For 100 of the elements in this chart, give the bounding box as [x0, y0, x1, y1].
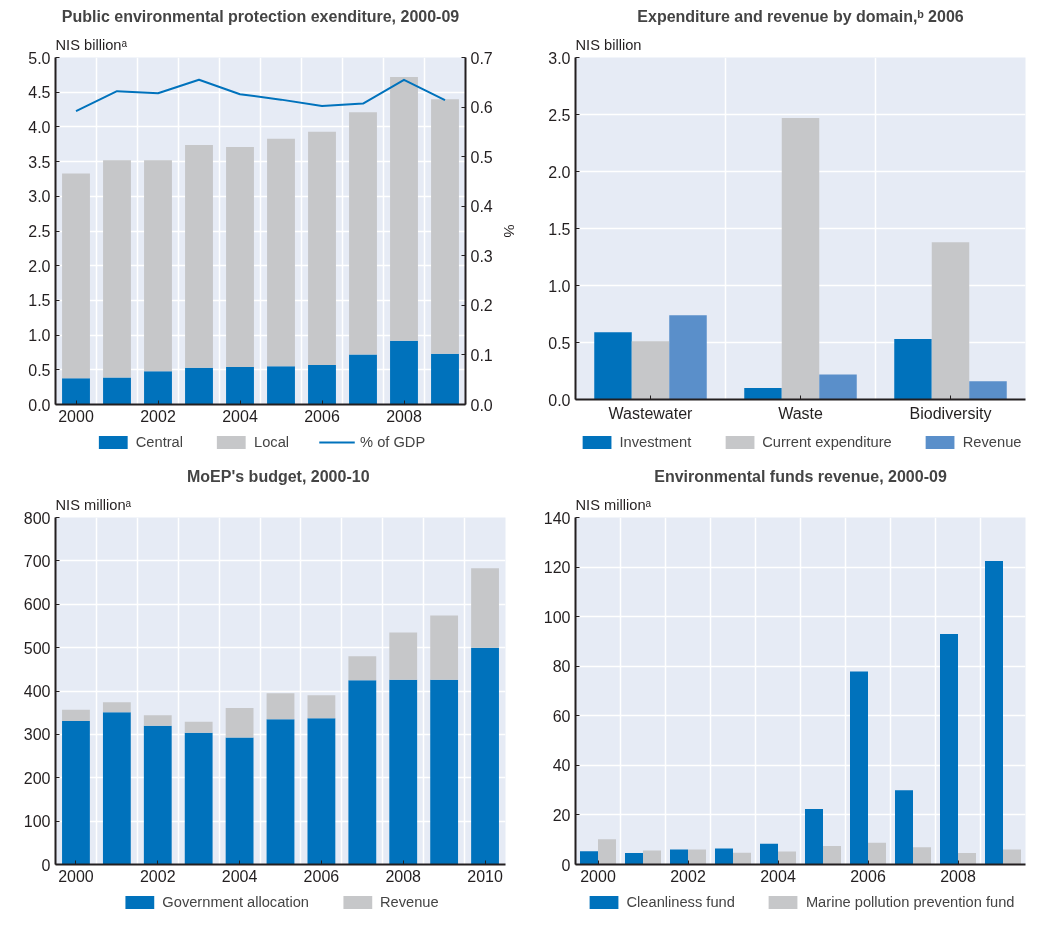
y-axis-title: NIS millionᵃ — [575, 496, 652, 513]
x-tick-label: 2004 — [221, 867, 258, 885]
bar — [184, 721, 213, 733]
y-tick-label: 3.5 — [28, 153, 51, 171]
bar — [868, 842, 886, 865]
bar — [308, 131, 336, 365]
bar — [431, 353, 459, 405]
x-tick-label: 2002 — [670, 867, 706, 885]
line-series — [75, 78, 446, 113]
bar — [823, 845, 841, 865]
bar — [598, 839, 616, 865]
y-tick-label: 0.5 — [28, 361, 51, 379]
legend-label: Marine pollution prevention fund — [805, 894, 1015, 910]
bar — [1003, 849, 1021, 865]
bar — [969, 381, 1007, 400]
y2-tick-label: 0.7 — [470, 49, 493, 67]
bar — [594, 332, 632, 400]
bar — [913, 847, 931, 865]
y-tick-label: 400 — [23, 683, 51, 700]
bar — [940, 633, 958, 865]
y-tick-label: 80 — [552, 658, 571, 676]
chart-title: Environmental funds revenue, 2000-09 — [654, 467, 947, 485]
bar — [267, 138, 295, 367]
bar — [430, 615, 459, 680]
y2-tick-label: 0.3 — [470, 247, 493, 265]
bar — [471, 647, 499, 865]
bar — [226, 147, 254, 368]
y-tick-label: 1.5 — [28, 292, 51, 310]
bar — [431, 99, 459, 354]
bar — [958, 853, 976, 865]
y2-tick-label: 0.4 — [470, 198, 493, 216]
y-tick-label: 0 — [41, 856, 51, 874]
bar — [631, 341, 670, 400]
y2-tick-label: 0.5 — [470, 148, 493, 166]
bar — [760, 843, 778, 865]
y-tick-label: 600 — [23, 596, 51, 614]
bar — [430, 679, 459, 865]
x-tick-label: Waste — [778, 404, 823, 422]
bar — [744, 388, 782, 400]
chart-title: Expenditure and revenue by domain,ᵇ 2006 — [637, 7, 964, 25]
y-tick-label: 20 — [552, 806, 571, 824]
legend-label: Revenue — [379, 894, 439, 910]
y-tick-label: 3.0 — [548, 49, 571, 67]
bar — [62, 720, 90, 865]
x-tick-label: 2008 — [385, 867, 422, 885]
x-tick-label: 2006 — [304, 407, 340, 425]
x-tick-label: 2008 — [940, 867, 976, 885]
bar — [580, 851, 598, 865]
x-tick-label: 2002 — [139, 867, 176, 885]
y-axis-title: NIS billion — [575, 36, 642, 53]
bar — [349, 112, 377, 355]
bar — [266, 719, 295, 865]
x-tick-label: 2006 — [303, 867, 340, 885]
x-tick-label: 2002 — [140, 407, 176, 425]
bar — [643, 850, 661, 865]
x-tick-label: Wastewater — [608, 404, 694, 422]
bar — [62, 173, 90, 379]
x-tick-label: 2008 — [386, 407, 422, 425]
legend-label: Local — [254, 434, 290, 450]
x-tick-label: 2004 — [760, 867, 796, 885]
legend-label: Revenue — [962, 434, 1022, 450]
bar — [144, 160, 172, 372]
y-tick-label: 1.5 — [548, 220, 571, 238]
bar — [985, 561, 1003, 865]
bar — [778, 851, 796, 865]
y-tick-label: 4.0 — [28, 118, 51, 136]
chart-title: Public environmental protection exenditure, 2000-09 — [61, 7, 460, 25]
y2-tick-label: 0.2 — [470, 297, 493, 315]
y-tick-label: 0.0 — [548, 391, 571, 409]
bar — [103, 160, 131, 378]
bar — [62, 709, 90, 721]
y-tick-label: 2.0 — [28, 257, 51, 275]
y2-tick-label: 0.1 — [470, 346, 493, 364]
bar — [226, 367, 254, 405]
bar — [143, 725, 172, 865]
bar — [850, 671, 868, 865]
bar — [819, 374, 857, 400]
x-tick-label: 2000 — [58, 407, 94, 425]
bar — [931, 242, 970, 400]
bar — [225, 737, 254, 865]
bar — [185, 144, 213, 368]
legend-label: Cleanliness fund — [626, 894, 735, 910]
y-tick-label: 0.0 — [28, 396, 51, 414]
bar — [805, 808, 823, 865]
y-tick-label: 4.5 — [28, 84, 51, 102]
y-tick-label: 60 — [552, 707, 571, 725]
y-tick-label: 40 — [552, 757, 571, 775]
bar — [669, 315, 707, 400]
bar — [688, 849, 706, 865]
bar — [184, 732, 213, 865]
x-tick-label: Biodiversity — [909, 404, 992, 422]
x-tick-label: 2006 — [850, 867, 886, 885]
x-tick-label: 2000 — [580, 867, 616, 885]
chart-title: MoEP's budget, 2000-10 — [187, 467, 370, 485]
bar — [390, 76, 418, 341]
bar — [781, 117, 820, 400]
legend-label: % of GDP — [360, 434, 426, 450]
y-tick-label: 100 — [543, 608, 571, 626]
bar — [389, 679, 418, 865]
y-tick-label: 700 — [23, 552, 51, 570]
